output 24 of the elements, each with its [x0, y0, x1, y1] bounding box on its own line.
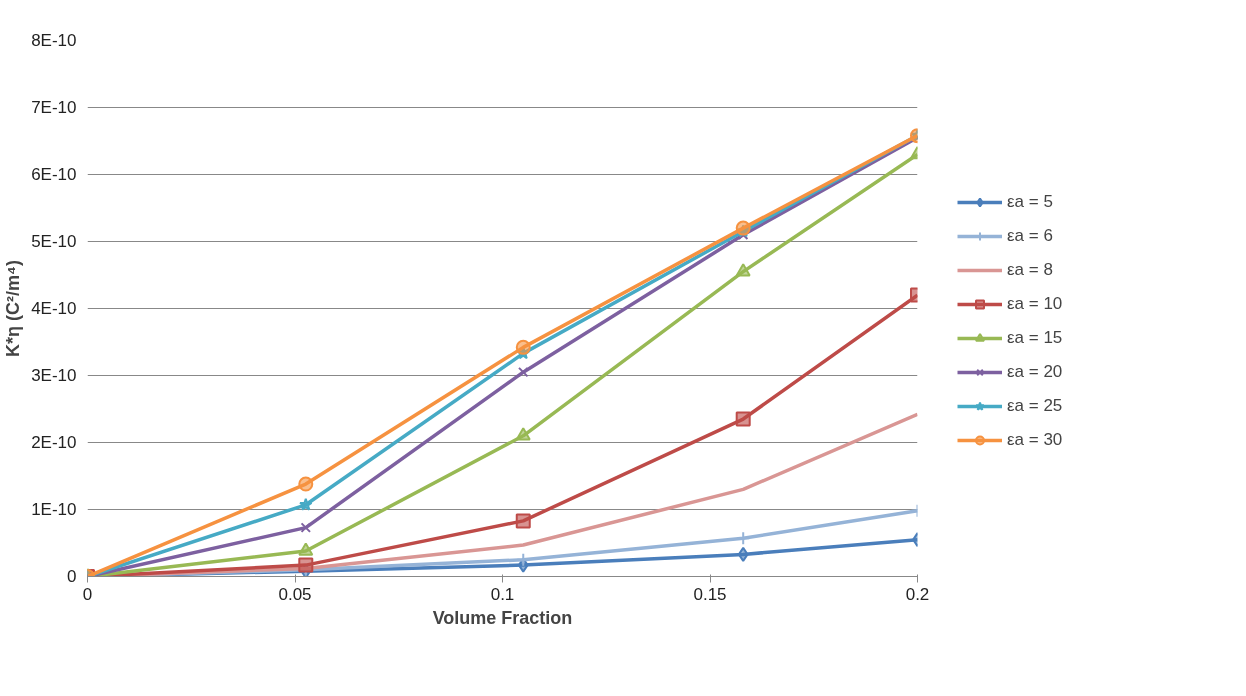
y-axis-title: K*η (C²/m⁴): [3, 260, 24, 357]
x-tick-label: 0.05: [278, 584, 312, 604]
x-tick-label: 0.15: [693, 584, 727, 604]
y-tick-label: 3E-10: [31, 366, 77, 385]
y-tick-label: 5E-10: [31, 232, 77, 251]
x-tick-label: 0.1: [490, 584, 515, 604]
y-tick-label: 1E-10: [31, 500, 77, 519]
x-tick-label: 0: [82, 584, 93, 604]
legend-label: εa = 15: [1007, 328, 1063, 348]
legend-label: εa = 20: [1007, 362, 1063, 382]
legend-label: εa = 5: [1007, 192, 1053, 212]
legend-label: εa = 25: [1007, 396, 1063, 416]
y-tick-label: 7E-10: [31, 98, 77, 117]
x-tick-label: 0.2: [905, 584, 930, 604]
legend-label: εa = 30: [1007, 430, 1063, 450]
y-tick-label: 8E-10: [31, 31, 77, 50]
legend-label: εa = 8: [1007, 260, 1053, 280]
legend-label: εa = 10: [1007, 294, 1063, 314]
legend-label: εa = 6: [1007, 226, 1053, 246]
y-tick-label: 6E-10: [31, 165, 77, 184]
x-axis-title: Volume Fraction: [432, 607, 573, 628]
y-tick-label: 0: [67, 567, 77, 586]
y-tick-label: 4E-10: [31, 299, 77, 318]
y-tick-label: 2E-10: [31, 433, 77, 452]
